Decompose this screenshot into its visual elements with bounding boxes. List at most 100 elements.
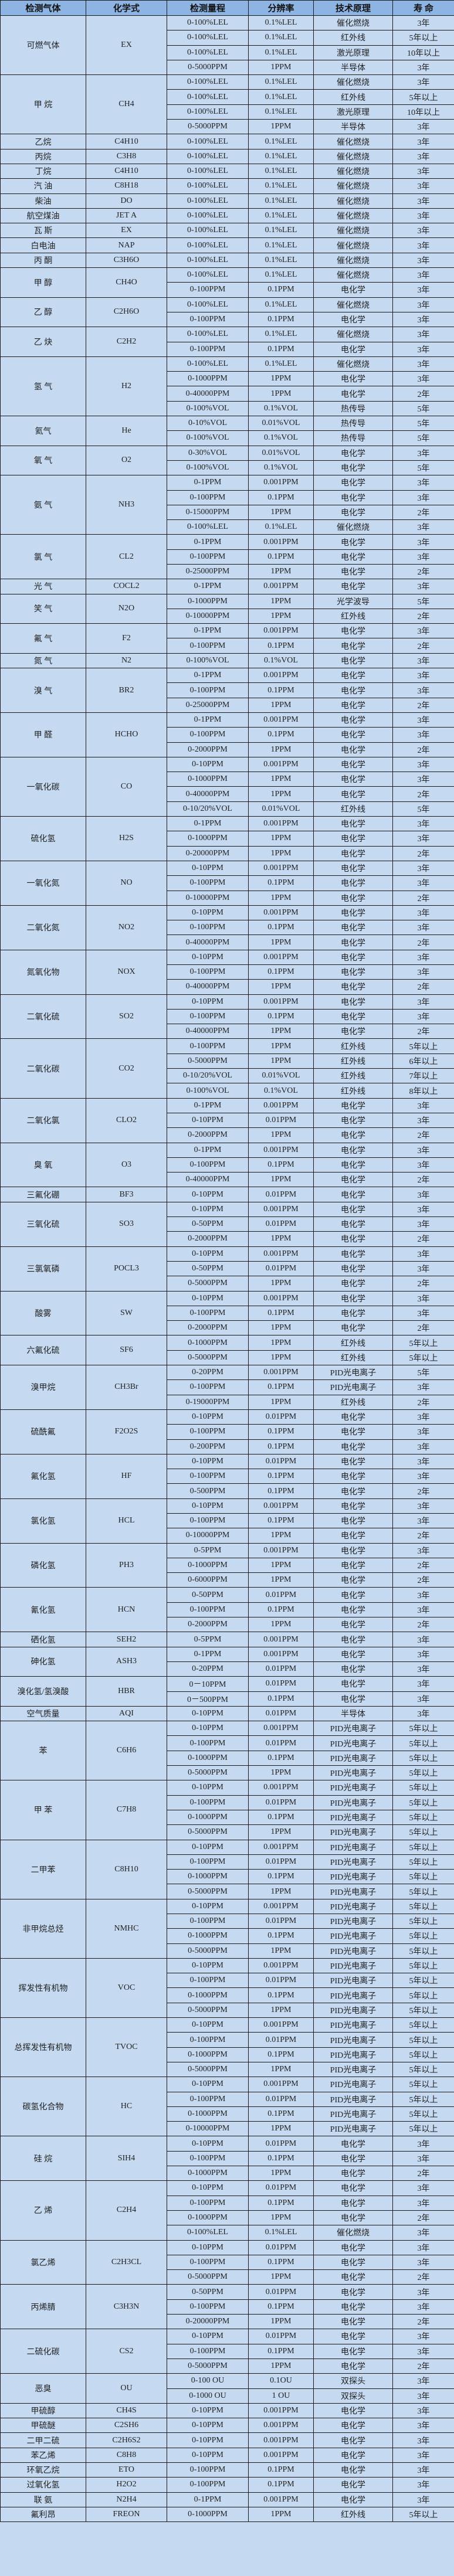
resolution-cell: 0.1%LEL xyxy=(248,193,314,209)
lifetime-cell: 8年以上 xyxy=(392,1083,454,1099)
lifetime-cell: 3年 xyxy=(392,1424,454,1440)
resolution-cell: 0.001PPM xyxy=(248,712,314,728)
resolution-cell: 0.01PPM xyxy=(248,1795,314,1810)
formula-cell: EX xyxy=(86,223,167,239)
technology-cell: 催化燃烧 xyxy=(313,327,393,342)
lifetime-cell: 3年 xyxy=(392,2477,454,2493)
table-row: 磷化氢 PH3 0-5PPM 0.001PPM 电化学 3年 xyxy=(0,1542,454,1588)
lifetime-cell: 5年以上 xyxy=(392,1750,454,1766)
lifetime-cell: 3年 xyxy=(392,59,454,76)
technology-cell: PID光电离子 xyxy=(313,1973,393,1989)
lifetime-cell: 5年以上 xyxy=(392,2106,454,2122)
range-cell: 0-1000PPM xyxy=(167,1557,249,1574)
lifetime-cell: 5年以上 xyxy=(392,1839,454,1855)
resolution-cell: 0.1PPM xyxy=(248,1483,314,1499)
resolution-cell: 0.1%VOL xyxy=(248,1083,314,1099)
resolution-cell: 0.001PPM xyxy=(248,1958,314,1974)
lifetime-cell: 2年 xyxy=(392,504,454,521)
formula-cell: O3 xyxy=(86,1142,167,1188)
lifetime-cell: 3年 xyxy=(392,2254,454,2271)
lifetime-cell: 3年 xyxy=(392,237,454,253)
lifetime-cell: 5年 xyxy=(392,416,454,431)
range-cell: 0-2000PPM xyxy=(167,1231,249,1247)
table-row: 0-100PPM 0.1PPM 电化学 3年 xyxy=(1,2343,454,2359)
technology-cell: 催化燃烧 xyxy=(313,356,393,372)
formula-cell: CLO2 xyxy=(86,1097,167,1143)
lifetime-cell: 3年 xyxy=(392,1097,454,1113)
technology-cell: 电化学 xyxy=(313,772,393,787)
resolution-cell: 0.1%LEL xyxy=(248,45,314,60)
resolution-cell: 0.001PPM xyxy=(248,623,314,639)
gas-name-cell: 丁烷 xyxy=(0,163,86,179)
range-cell: 0-40000PPM xyxy=(167,786,249,802)
resolution-cell: 0.1PPM xyxy=(248,1424,314,1440)
lifetime-cell: 3年 xyxy=(392,579,454,594)
table-row: 甲硫醚 C2SH6 0-10PPM 0.001PPM 电化学 3年 xyxy=(0,2418,454,2434)
lifetime-cell: 3年 xyxy=(392,2447,454,2463)
gas-name-cell: 柴油 xyxy=(0,193,86,209)
range-cell: 0-100PPM xyxy=(167,920,249,936)
resolution-cell: 0.1PPM xyxy=(248,2462,314,2478)
lifetime-cell: 3年 xyxy=(392,875,454,891)
gas-name-cell: 二氧化硫 xyxy=(0,994,86,1039)
technology-cell: 电化学 xyxy=(313,1187,393,1202)
table-row: 0-40000PPM 1PPM 电化学 2年 xyxy=(1,1172,454,1188)
lifetime-cell: 5年以上 xyxy=(392,1795,454,1810)
range-cell: 0-100%LEL xyxy=(167,2225,249,2241)
technology-cell: 电化学 xyxy=(313,949,393,966)
lifetime-cell: 3年 xyxy=(392,223,454,239)
range-cell: 0-1PPM xyxy=(167,668,249,684)
formula-cell: C4H10 xyxy=(86,134,167,149)
resolution-cell: 0.1%LEL xyxy=(248,223,314,239)
gas-name-cell: 硫化氢 xyxy=(0,816,86,861)
resolution-cell: 0.001PPM xyxy=(248,1780,314,1796)
range-cell: 0-1PPM xyxy=(167,2492,249,2507)
table-row: 0-200PPM 0.1PPM 电化学 3年 xyxy=(1,1439,454,1454)
lifetime-cell: 5年以上 xyxy=(392,1913,454,1929)
table-row: 汽 油 C8H18 0-100%LEL 0.1%LEL 催化燃烧 3年 xyxy=(0,178,454,194)
table-row: 二甲二硫 C2H6S2 0-10PPM 0.001PPM 电化学 3年 xyxy=(0,2432,454,2448)
technology-cell: PID光电离子 xyxy=(313,2032,393,2048)
resolution-cell: 0.1%LEL xyxy=(248,252,314,269)
formula-cell: C7H8 xyxy=(86,1780,167,1840)
technology-cell: 半导体 xyxy=(313,119,393,135)
table-row: 0-19000PPM 1PPM 红外线 2年 xyxy=(1,1394,454,1410)
gas-name-cell: 甲 醇 xyxy=(0,267,86,298)
technology-cell: 催化燃烧 xyxy=(313,74,393,90)
technology-cell: 电化学 xyxy=(313,371,393,387)
table-row: 氟 气 F2 0-1PPM 0.001PPM 电化学 3年 xyxy=(0,623,454,654)
resolution-cell: 0.1%LEL xyxy=(248,89,314,105)
resolution-cell: 0.1%VOL xyxy=(248,653,314,669)
table-row: 0-100PPM 0.01PPM PID光电离子 5年以上 xyxy=(1,2091,454,2107)
technology-cell: 半导体 xyxy=(313,1705,393,1722)
table-row: 0-1000PPM 0.1PPM PID光电离子 5年以上 xyxy=(1,1928,454,1944)
range-cell: 0-100PPM xyxy=(167,2032,249,2048)
table-row: 0-100PPM 0.1PPM 电化学 3年 xyxy=(1,282,454,298)
formula-cell: VOC xyxy=(86,1958,167,2018)
range-cell: 0-10PPM xyxy=(167,994,249,1010)
table-row: 氟利昂 FREON 0-1000PPM 1PPM 红外线 5年以上 xyxy=(0,2506,454,2523)
technology-cell: 电化学 xyxy=(313,2462,393,2478)
table-row: 硅 烷 SIH4 0-10PPM 0.01PPM 电化学 3年 xyxy=(0,2136,454,2181)
table-row: 0-100PPM 0.1PPM 电化学 3年 xyxy=(1,875,454,891)
lifetime-cell: 3年 xyxy=(392,1439,454,1454)
technology-cell: PID光电离子 xyxy=(313,1987,393,2003)
formula-cell: C2H4 xyxy=(86,2180,167,2241)
table-row: 联 氨 N2H4 0-1PPM 0.001PPM 电化学 3年 xyxy=(0,2492,454,2507)
formula-cell: SIH4 xyxy=(86,2136,167,2181)
table-row: 0-100PPM 0.1PPM 电化学 3年 xyxy=(1,1305,454,1321)
technology-cell: PID光电离子 xyxy=(313,1928,393,1944)
table-row: 0-100PPM 0.1PPM 电化学 3年 xyxy=(1,311,454,328)
range-cell: 0-10000PPM xyxy=(167,1528,249,1544)
lifetime-cell: 3年 xyxy=(392,208,454,224)
table-row: 0-5000PPM 1PPM PID光电离子 5年以上 xyxy=(1,1765,454,1781)
table-row: 0-100PPM 0.01PPM PID光电离子 5年以上 xyxy=(1,1854,454,1870)
lifetime-cell: 3年 xyxy=(392,860,454,876)
table-row: 三氧化硫 SO3 0-10PPM 0.001PPM 电化学 3年 xyxy=(0,1201,454,1247)
formula-cell: CL2 xyxy=(86,534,167,580)
table-row: 0-100%VOL 0.1%VOL 红外线 8年以上 xyxy=(1,1083,454,1099)
technology-cell: 催化燃烧 xyxy=(313,15,393,31)
resolution-cell: 0.1%LEL xyxy=(248,519,314,535)
gas-name-cell: 乙烷 xyxy=(0,134,86,149)
lifetime-cell: 2年 xyxy=(392,934,454,950)
